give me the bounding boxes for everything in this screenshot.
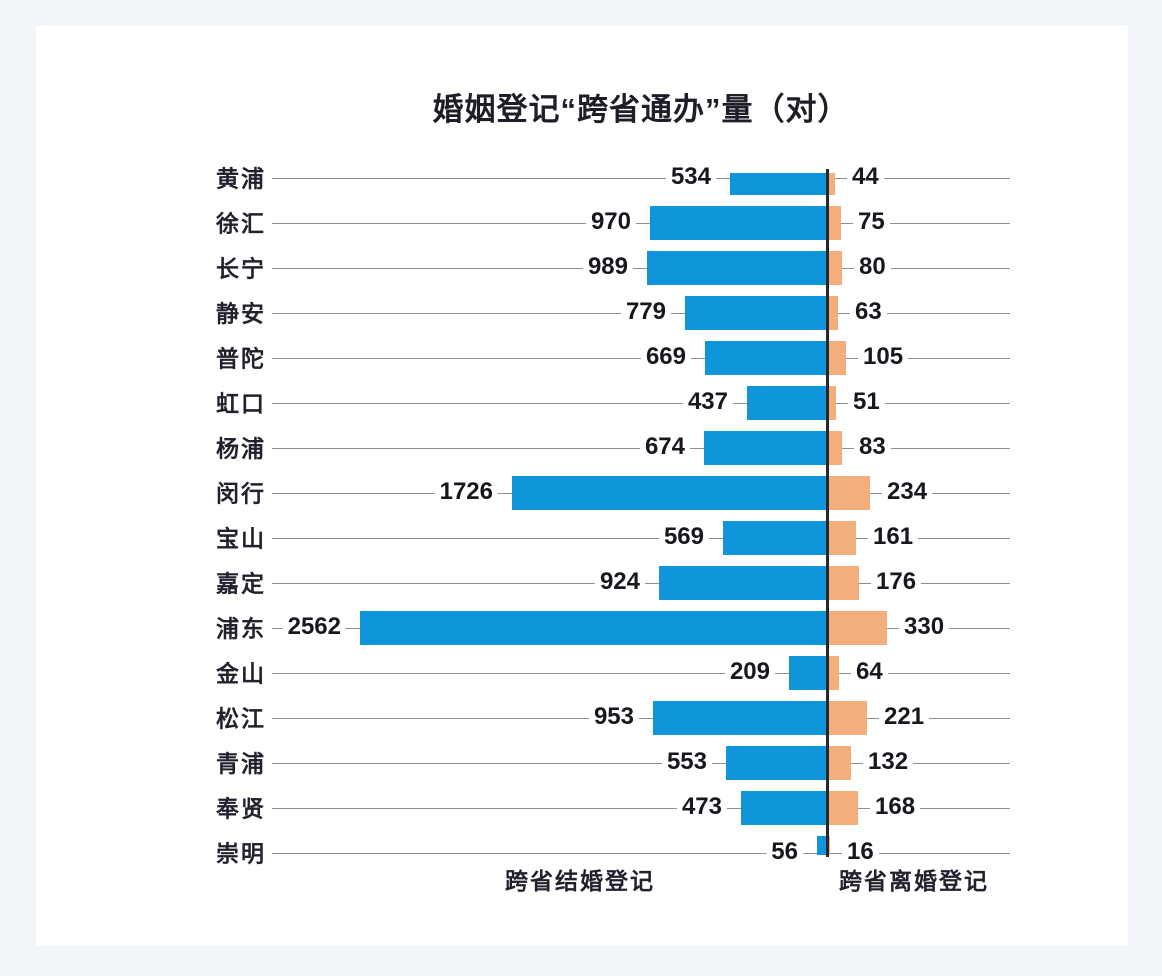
district-label: 徐汇	[216, 210, 266, 237]
divorce-bar	[827, 173, 835, 195]
marriage-bar	[723, 521, 827, 555]
divorce-bar	[827, 566, 859, 600]
divorce-bar	[827, 386, 836, 420]
marriage-value-label: 209	[724, 657, 775, 686]
district-label: 闵行	[216, 480, 266, 507]
marriage-value-label: 2562	[282, 612, 346, 641]
divorce-value-label: 176	[871, 567, 922, 596]
district-label: 虹口	[216, 390, 266, 417]
marriage-value-label: 779	[620, 297, 671, 326]
district-label: 嘉定	[216, 570, 266, 597]
bars-layer	[0, 173, 1162, 855]
divorce-bar	[827, 521, 856, 555]
gridline	[272, 807, 1010, 809]
divorce-bar	[827, 656, 839, 690]
chart-title: 婚姻登记“跨省通办”量（对）	[432, 92, 850, 127]
marriage-value-label: 437	[682, 387, 733, 416]
district-label: 普陀	[216, 345, 266, 372]
divorce-bar	[827, 791, 858, 825]
divorce-value-label: 75	[853, 207, 890, 236]
divorce-bar	[827, 296, 838, 330]
marriage-bar	[747, 386, 827, 420]
district-label: 奉贤	[216, 795, 266, 822]
marriage-bar	[705, 341, 827, 375]
district-label: 黄浦	[216, 165, 266, 192]
district-label: 金山	[216, 660, 266, 687]
divorce-value-label: 168	[870, 792, 921, 821]
center-axis-line	[826, 169, 829, 857]
left-axis-label: 跨省结婚登记	[505, 868, 655, 894]
divorce-bar	[827, 251, 842, 285]
gridline	[272, 852, 1010, 854]
marriage-bar	[817, 836, 827, 855]
divorce-bar	[827, 431, 842, 465]
district-label: 静安	[216, 300, 266, 327]
gridline	[272, 267, 1010, 269]
marriage-bar	[704, 431, 827, 465]
gridline	[272, 222, 1010, 224]
divorce-value-label: 83	[854, 432, 891, 461]
gridline	[272, 537, 1010, 539]
divorce-value-label: 44	[847, 162, 884, 191]
divorce-bar	[827, 611, 887, 645]
marriage-value-label: 553	[661, 747, 712, 776]
gridline	[272, 402, 1010, 404]
marriage-value-label: 56	[766, 837, 803, 866]
marriage-value-label: 953	[588, 702, 639, 731]
marriage-bar	[647, 251, 827, 285]
marriage-value-label: 669	[640, 342, 691, 371]
divorce-value-label: 80	[854, 252, 891, 281]
divorce-value-label: 234	[882, 477, 933, 506]
marriage-bar	[685, 296, 827, 330]
right-axis-label: 跨省离婚登记	[839, 868, 989, 894]
marriage-value-label: 473	[676, 792, 727, 821]
marriage-bar	[741, 791, 827, 825]
divorce-value-label: 16	[842, 837, 879, 866]
marriage-bar	[789, 656, 827, 690]
gridline	[272, 717, 1010, 719]
divorce-bar	[827, 341, 846, 375]
gridline	[272, 672, 1010, 674]
marriage-value-label: 569	[658, 522, 709, 551]
divorce-value-label: 64	[851, 657, 888, 686]
divorce-bar	[827, 746, 851, 780]
marriage-bar	[653, 701, 827, 735]
district-label: 长宁	[216, 255, 266, 282]
gridline	[272, 762, 1010, 764]
divorce-value-label: 105	[858, 342, 909, 371]
district-label: 浦东	[216, 615, 266, 642]
district-label: 崇明	[216, 840, 266, 867]
marriage-bar	[726, 746, 827, 780]
marriage-bar	[650, 206, 827, 240]
marriage-bar	[730, 173, 827, 195]
divorce-bar	[827, 206, 841, 240]
divorce-value-label: 63	[850, 297, 887, 326]
district-label: 宝山	[216, 525, 266, 552]
divorce-value-label: 161	[868, 522, 919, 551]
marriage-value-label: 970	[585, 207, 636, 236]
divorce-value-label: 132	[863, 747, 914, 776]
marriage-value-label: 924	[594, 567, 645, 596]
district-label: 青浦	[216, 750, 266, 777]
marriage-bar	[512, 476, 827, 510]
divorce-value-label: 221	[879, 702, 930, 731]
marriage-bar	[659, 566, 827, 600]
divorce-bar	[827, 701, 867, 735]
divorce-value-label: 51	[848, 387, 885, 416]
marriage-bar	[360, 611, 827, 645]
marriage-value-label: 1726	[434, 477, 498, 506]
divorce-bar	[827, 476, 870, 510]
gridline	[272, 177, 1010, 179]
marriage-value-label: 534	[665, 162, 716, 191]
divorce-value-label: 330	[899, 612, 950, 641]
district-label: 杨浦	[216, 435, 266, 462]
marriage-value-label: 674	[639, 432, 690, 461]
marriage-value-label: 989	[582, 252, 633, 281]
district-label: 松江	[216, 705, 266, 732]
